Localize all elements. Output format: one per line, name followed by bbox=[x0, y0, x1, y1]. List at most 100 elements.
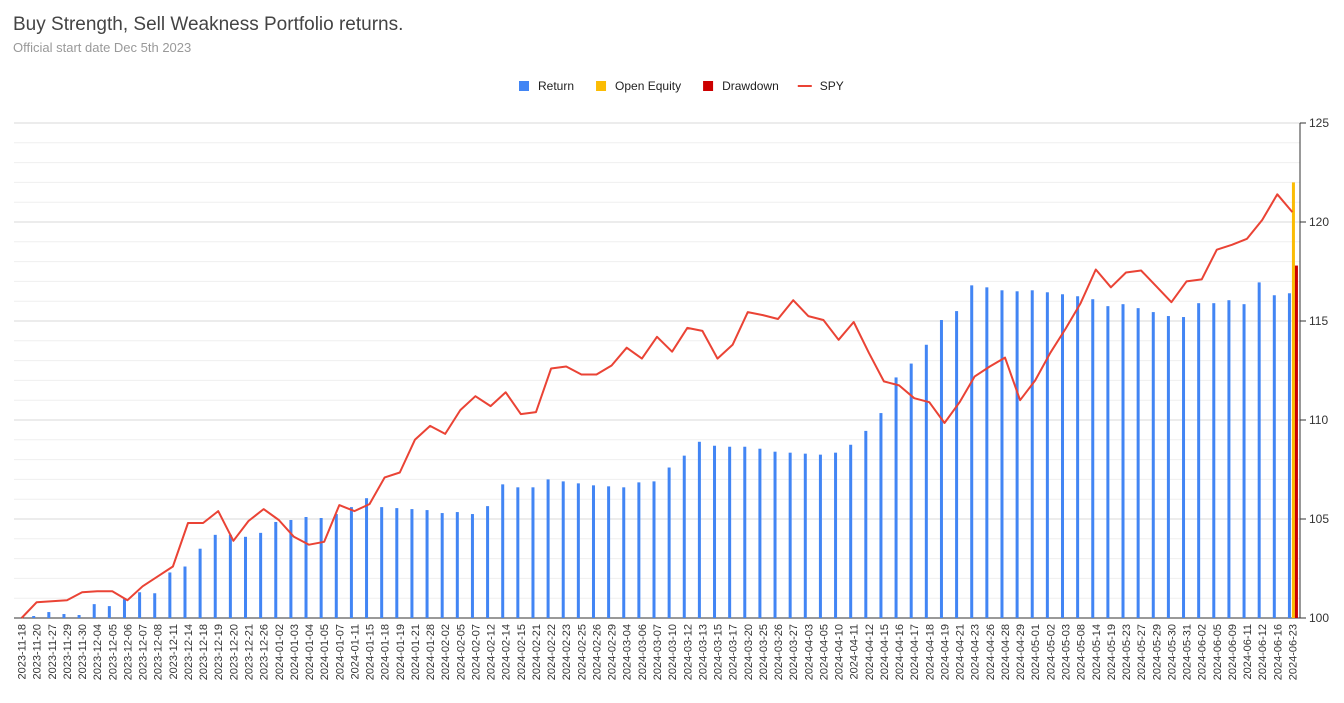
x-tick-label: 2024-06-11 bbox=[1242, 624, 1254, 679]
x-tick-label: 2024-03-10 bbox=[667, 624, 679, 680]
x-tick-label: 2024-01-04 bbox=[304, 624, 316, 680]
bar bbox=[546, 479, 550, 618]
bar bbox=[1045, 292, 1049, 618]
bar bbox=[834, 452, 838, 618]
x-tick-label: 2024-02-15 bbox=[516, 624, 528, 680]
bar bbox=[607, 486, 611, 618]
x-tick-label: 2023-12-20 bbox=[228, 624, 240, 680]
x-tick-label: 2024-02-12 bbox=[486, 624, 498, 680]
x-tick-label: 2024-06-02 bbox=[1197, 624, 1209, 680]
x-tick-label: 2024-06-05 bbox=[1212, 624, 1224, 680]
bar bbox=[440, 513, 444, 618]
bar bbox=[773, 451, 777, 618]
bar bbox=[107, 606, 111, 618]
bar bbox=[758, 448, 762, 618]
bar bbox=[486, 506, 490, 618]
bar bbox=[32, 616, 36, 618]
x-tick-label: 2023-11-29 bbox=[62, 624, 74, 679]
y-tick-label: 115 bbox=[1309, 314, 1328, 328]
x-tick-label: 2024-02-29 bbox=[607, 624, 619, 680]
bar bbox=[985, 287, 989, 618]
y-tick-label: 125 bbox=[1309, 116, 1329, 130]
bar bbox=[274, 521, 278, 618]
bar bbox=[183, 566, 187, 618]
x-tick-label: 2024-04-23 bbox=[970, 624, 982, 680]
bar bbox=[864, 430, 868, 618]
x-tick-label: 2024-04-10 bbox=[834, 624, 846, 680]
bar bbox=[1015, 291, 1019, 618]
x-tick-label: 2024-04-12 bbox=[864, 624, 876, 680]
x-tick-label: 2024-04-21 bbox=[955, 624, 967, 680]
legend-label: Return bbox=[538, 79, 574, 93]
bar bbox=[153, 593, 157, 618]
x-tick-label: 2024-01-15 bbox=[365, 624, 377, 680]
bar bbox=[395, 508, 399, 618]
bar bbox=[1182, 317, 1186, 618]
bar bbox=[380, 507, 384, 618]
bar bbox=[470, 514, 474, 618]
x-tick-label: 2024-05-02 bbox=[1045, 624, 1057, 680]
bar bbox=[365, 498, 369, 618]
x-tick-label: 2024-06-16 bbox=[1272, 624, 1284, 680]
x-tick-label: 2024-04-15 bbox=[879, 624, 891, 680]
x-tick-label: 2023-11-30 bbox=[77, 624, 89, 679]
bar bbox=[667, 467, 671, 618]
x-tick-label: 2024-03-26 bbox=[773, 624, 785, 680]
x-tick-label: 2024-01-28 bbox=[425, 624, 437, 680]
bar bbox=[803, 453, 807, 618]
x-tick-label: 2023-11-20 bbox=[32, 624, 44, 679]
x-tick-label: 2024-05-23 bbox=[1121, 624, 1133, 680]
bar bbox=[425, 510, 429, 618]
bar bbox=[818, 454, 822, 618]
x-tick-label: 2024-02-26 bbox=[591, 624, 603, 680]
x-tick-label: 2024-01-19 bbox=[395, 624, 407, 680]
bar bbox=[1030, 290, 1034, 618]
bar bbox=[1076, 296, 1080, 618]
x-tick-label: 2024-03-13 bbox=[697, 624, 709, 680]
bar bbox=[924, 344, 928, 618]
x-tick-label: 2024-05-31 bbox=[1182, 624, 1194, 680]
x-tick-label: 2024-04-19 bbox=[939, 624, 951, 680]
x-tick-label: 2024-04-28 bbox=[1000, 624, 1012, 680]
x-tick-label: 2024-01-18 bbox=[380, 624, 392, 680]
x-tick-label: 2024-05-30 bbox=[1166, 624, 1178, 680]
bar bbox=[622, 487, 626, 618]
bar bbox=[349, 507, 353, 618]
bar bbox=[955, 311, 959, 618]
legend-swatch bbox=[703, 81, 714, 91]
bar bbox=[1136, 308, 1140, 618]
x-tick-label: 2024-05-27 bbox=[1136, 624, 1148, 680]
x-tick-label: 2024-04-05 bbox=[818, 624, 830, 680]
bar bbox=[244, 536, 248, 618]
bar bbox=[576, 483, 580, 618]
bar bbox=[228, 534, 232, 618]
x-tick-label: 2024-01-02 bbox=[274, 624, 286, 680]
bar bbox=[561, 481, 565, 618]
x-tick-label: 2024-05-14 bbox=[1091, 624, 1103, 680]
bar bbox=[652, 481, 656, 618]
chart-subtitle: Official start date Dec 5th 2023 bbox=[13, 40, 191, 55]
bar bbox=[1294, 265, 1298, 618]
bar bbox=[970, 285, 974, 618]
x-tick-label: 2024-05-03 bbox=[1060, 624, 1072, 680]
bar bbox=[1000, 290, 1004, 618]
x-tick-label: 2023-12-19 bbox=[213, 624, 225, 680]
bar bbox=[334, 514, 338, 618]
x-tick-label: 2024-01-07 bbox=[334, 624, 346, 680]
legend-label: Drawdown bbox=[722, 79, 779, 93]
x-tick-label: 2024-02-02 bbox=[440, 624, 452, 680]
x-tick-label: 2024-04-11 bbox=[849, 624, 861, 679]
x-tick-label: 2024-03-07 bbox=[652, 624, 664, 680]
line bbox=[20, 193, 1294, 619]
x-tick-label: 2024-04-17 bbox=[909, 624, 921, 680]
y-tick-label: 105 bbox=[1309, 512, 1329, 526]
x-tick-label: 2024-03-12 bbox=[682, 624, 694, 680]
bar bbox=[1272, 295, 1276, 618]
bar bbox=[1151, 312, 1155, 618]
x-tick-label: 2024-04-29 bbox=[1015, 624, 1027, 680]
bar bbox=[1166, 316, 1170, 618]
x-tick-label: 2024-06-23 bbox=[1287, 624, 1299, 680]
bar bbox=[1227, 300, 1231, 618]
x-tick-label: 2023-12-21 bbox=[244, 624, 256, 680]
bar bbox=[697, 441, 701, 618]
